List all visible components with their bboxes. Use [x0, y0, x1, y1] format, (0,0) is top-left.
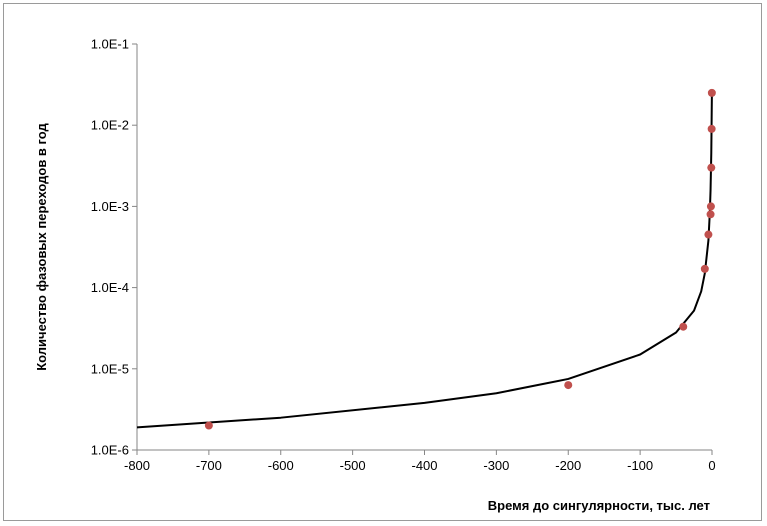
data-point — [564, 381, 573, 390]
curve-group — [136, 90, 713, 429]
axes-group — [132, 43, 713, 455]
x-tick-label: -200 — [555, 458, 581, 473]
data-point — [204, 421, 213, 430]
x-axis-title: Время до сингулярности, тыс. лет — [488, 498, 710, 513]
y-tick-label: 1.0E-5 — [91, 361, 129, 376]
x-tick-label: -500 — [340, 458, 366, 473]
y-tick-label: 1.0E-4 — [91, 280, 129, 295]
fit-curve-line — [136, 90, 713, 429]
x-tick-label: -600 — [268, 458, 294, 473]
data-point — [704, 230, 713, 239]
labels-group: 1.0E-6 1.0E-5 1.0E-4 1.0E-3 1.0E-2 1.0E-1 -800… — [91, 37, 716, 474]
y-tick-label: 1.0E-3 — [91, 199, 129, 214]
y-tick-label: 1.0E-2 — [91, 118, 129, 133]
data-point — [707, 88, 716, 97]
x-tick-label: -700 — [196, 458, 222, 473]
data-point — [700, 264, 709, 273]
data-point — [707, 163, 716, 172]
x-tick-label: 0 — [708, 458, 715, 473]
data-point — [706, 210, 715, 219]
x-tick-label: -400 — [411, 458, 437, 473]
x-tick-label: -100 — [627, 458, 653, 473]
x-tick-label: -300 — [483, 458, 509, 473]
x-tick-label: -800 — [124, 458, 150, 473]
y-tick-label: 1.0E-1 — [91, 37, 129, 52]
y-tick-label: 1.0E-6 — [91, 443, 129, 458]
chart-frame — [3, 3, 762, 521]
y-axis-title: Количество фазовых переходов в год — [34, 122, 49, 370]
data-point — [706, 202, 715, 211]
data-point — [707, 124, 716, 133]
points-group — [204, 88, 716, 430]
data-point — [679, 322, 688, 331]
